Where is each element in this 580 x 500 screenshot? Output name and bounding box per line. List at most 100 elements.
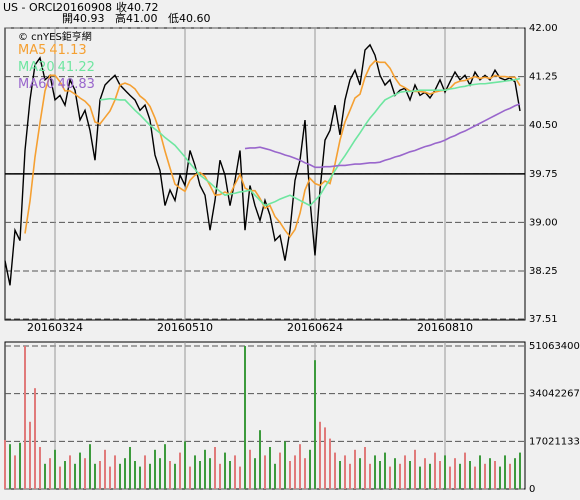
volume-bar: [104, 449, 106, 489]
y-tick-label: 38.25: [529, 266, 558, 277]
y-tick-label: 41.25: [529, 72, 558, 83]
y-tick-label: 37.51: [529, 314, 558, 325]
legend: MA5 41.13 MA20 41.22 MA60 40.83: [18, 43, 95, 92]
volume-bar: [64, 460, 66, 489]
data-layer: [4, 43, 525, 489]
volume-bar: [214, 446, 216, 489]
volume-bar: [479, 455, 481, 489]
volume-bar: [39, 446, 41, 489]
volume-bar: [59, 466, 61, 489]
y-tick-label: 0: [529, 484, 535, 495]
volume-bar: [344, 455, 346, 489]
volume-bar: [429, 463, 431, 489]
volume-bar: [219, 463, 221, 489]
close-price: 收40.72: [116, 0, 159, 14]
volume-bar: [259, 430, 261, 489]
volume-bar: [114, 455, 116, 489]
volume-bar: [179, 452, 181, 489]
legend-value: 40.83: [58, 77, 95, 92]
volume-bar: [494, 460, 496, 489]
volume-bar: [304, 458, 306, 489]
volume-bar: [84, 458, 86, 489]
volume-bar: [199, 460, 201, 489]
volume-bar: [339, 460, 341, 489]
volume-bar: [224, 452, 226, 489]
volume-bar: [274, 463, 276, 489]
volume-bar: [409, 460, 411, 489]
volume-bar: [474, 466, 476, 489]
volume-bar: [184, 441, 186, 489]
legend-entry: MA20 41.22: [18, 60, 95, 75]
x-tick-label: 20160624: [287, 321, 343, 334]
volume-bar: [24, 346, 26, 489]
low-price: 低40.60: [168, 12, 211, 25]
volume-bar: [499, 466, 501, 489]
copyright: © cnYES鉅亨網: [18, 30, 92, 43]
volume-bar: [374, 455, 376, 489]
volume-bar: [14, 455, 16, 489]
volume-bar: [424, 458, 426, 489]
volume-bar: [279, 452, 281, 489]
volume-bar: [249, 449, 251, 489]
volume-bar: [434, 452, 436, 489]
volume-bar: [4, 439, 6, 489]
volume-bar: [319, 421, 321, 489]
volume-bar: [299, 444, 301, 489]
legend-name: MA5: [18, 43, 46, 58]
volume-bar: [44, 463, 46, 489]
legend-name: MA20: [18, 60, 55, 75]
volume-bar: [99, 460, 101, 489]
y-tick-label: 39.75: [529, 169, 558, 180]
volume-bar: [174, 463, 176, 489]
volume-bar: [239, 466, 241, 489]
x-tick-label: 20160810: [417, 321, 473, 334]
y-tick-label: 34042267: [529, 389, 580, 400]
volume-bar: [79, 452, 81, 489]
volume-bar: [364, 446, 366, 489]
volume-bar: [254, 458, 256, 489]
volume-bar: [384, 452, 386, 489]
y-tick-label: 42.00: [529, 23, 558, 34]
volume-bar: [119, 463, 121, 489]
volume-bar: [334, 452, 336, 489]
volume-bar: [399, 463, 401, 489]
volume-bar: [89, 444, 91, 489]
volume-bar: [484, 463, 486, 489]
x-tick-label: 20160510: [157, 321, 213, 334]
date: 20160908: [56, 1, 112, 14]
high-price: 高41.00: [115, 11, 158, 25]
symbol: US - ORCL: [3, 1, 59, 14]
volume-bar: [454, 458, 456, 489]
volume-bar: [354, 449, 356, 489]
volume-bar: [269, 446, 271, 489]
volume-bar: [349, 463, 351, 489]
volume-bar: [69, 455, 71, 489]
y-tick-label: 39.00: [529, 217, 558, 228]
grid-layer: 42.00 41.25 40.50 39.75 39.00 38.25 37.51 20160…: [5, 23, 580, 495]
volume-bar: [189, 466, 191, 489]
volume-bar: [234, 455, 236, 489]
volume-bar: [74, 463, 76, 489]
y-tick-label: 51063400: [529, 341, 580, 352]
volume-bar: [204, 449, 206, 489]
volume-bar: [284, 441, 286, 489]
volume-bar: [49, 458, 51, 489]
volume-bar: [154, 449, 156, 489]
volume-bar: [314, 360, 316, 489]
volume-bar: [404, 455, 406, 489]
volume-bar: [414, 449, 416, 489]
volume-bar: [139, 466, 141, 489]
volume-bar: [419, 466, 421, 489]
volume-bar: [359, 458, 361, 489]
volume-bar: [129, 446, 131, 489]
legend-entry: MA60 40.83: [18, 77, 95, 92]
volume-bar: [159, 458, 161, 489]
volume-bar: [144, 455, 146, 489]
volume-bar: [444, 455, 446, 489]
legend-entry: MA5 41.13: [18, 43, 87, 58]
volume-bar: [469, 460, 471, 489]
volume-bar: [514, 458, 516, 489]
volume-bar: [229, 460, 231, 489]
legend-name: MA60: [18, 77, 55, 92]
